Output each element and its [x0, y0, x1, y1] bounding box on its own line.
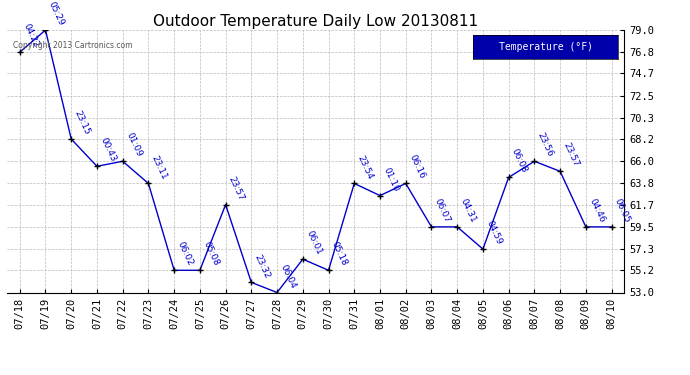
Text: 23:15: 23:15: [72, 109, 92, 136]
Text: 01:09: 01:09: [124, 131, 143, 159]
Text: 23:56: 23:56: [535, 131, 555, 159]
Text: 06:04: 06:04: [279, 262, 297, 290]
Text: 04:46: 04:46: [587, 197, 607, 224]
Text: 23:57: 23:57: [227, 175, 246, 202]
Text: 23:57: 23:57: [562, 141, 580, 169]
Text: 23:32: 23:32: [253, 253, 272, 280]
Text: 05:29: 05:29: [47, 0, 66, 27]
Text: 06:16: 06:16: [407, 153, 426, 181]
Text: 06:08: 06:08: [510, 147, 529, 175]
Text: 23:11: 23:11: [150, 153, 169, 181]
Text: Copyright 2013 Cartronics.com: Copyright 2013 Cartronics.com: [13, 40, 132, 50]
Text: 04:22: 04:22: [21, 22, 40, 50]
Text: 06:05: 06:05: [613, 197, 632, 224]
Text: 01:10: 01:10: [382, 165, 400, 193]
Text: 04:31: 04:31: [459, 197, 477, 224]
Text: 06:02: 06:02: [175, 240, 195, 267]
Text: 05:18: 05:18: [330, 240, 349, 267]
Text: 00:43: 00:43: [99, 136, 117, 164]
Text: 06:07: 06:07: [433, 197, 452, 224]
Text: 04:59: 04:59: [484, 219, 504, 246]
Title: Outdoor Temperature Daily Low 20130811: Outdoor Temperature Daily Low 20130811: [153, 14, 478, 29]
Text: 05:08: 05:08: [201, 240, 220, 267]
Text: 23:54: 23:54: [355, 154, 375, 181]
Text: 06:01: 06:01: [304, 229, 324, 256]
